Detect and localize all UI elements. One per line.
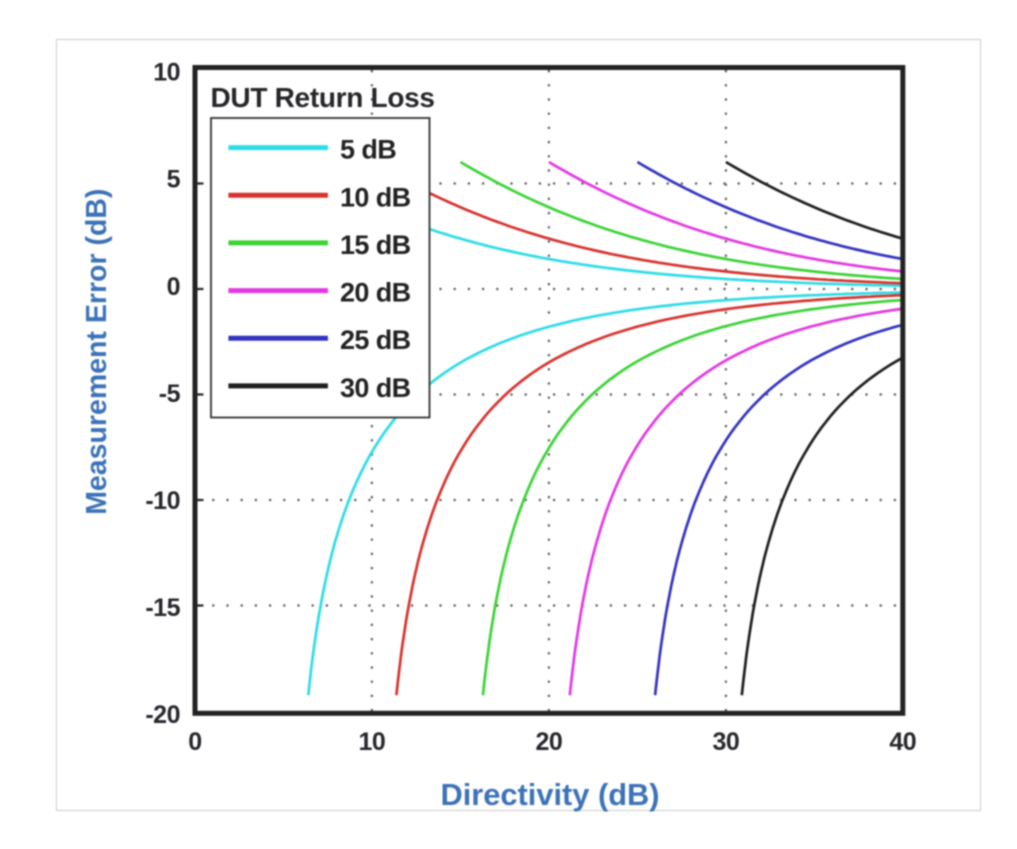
svg-text:25 dB: 25 dB (340, 325, 411, 355)
svg-text:30: 30 (712, 728, 739, 756)
svg-text:0: 0 (167, 273, 180, 301)
svg-text:0: 0 (188, 728, 201, 756)
svg-text:5 dB: 5 dB (340, 135, 396, 165)
svg-text:10 dB: 10 dB (340, 182, 411, 212)
svg-text:DUT Return Loss: DUT Return Loss (211, 82, 435, 113)
svg-text:20 dB: 20 dB (340, 278, 411, 308)
svg-text:Measurement Error (dB): Measurement Error (dB) (81, 189, 113, 515)
svg-text:Directivity (dB): Directivity (dB) (440, 777, 659, 812)
svg-text:10: 10 (153, 59, 180, 87)
svg-text:15 dB: 15 dB (340, 230, 411, 260)
svg-text:-10: -10 (145, 487, 180, 515)
svg-text:30 dB: 30 dB (340, 373, 411, 403)
svg-text:40: 40 (889, 728, 916, 756)
svg-text:20: 20 (535, 728, 562, 756)
svg-text:-5: -5 (159, 380, 181, 408)
svg-text:5: 5 (167, 166, 181, 194)
svg-text:-15: -15 (145, 594, 180, 622)
svg-text:-20: -20 (145, 701, 180, 729)
svg-text:10: 10 (358, 728, 385, 756)
